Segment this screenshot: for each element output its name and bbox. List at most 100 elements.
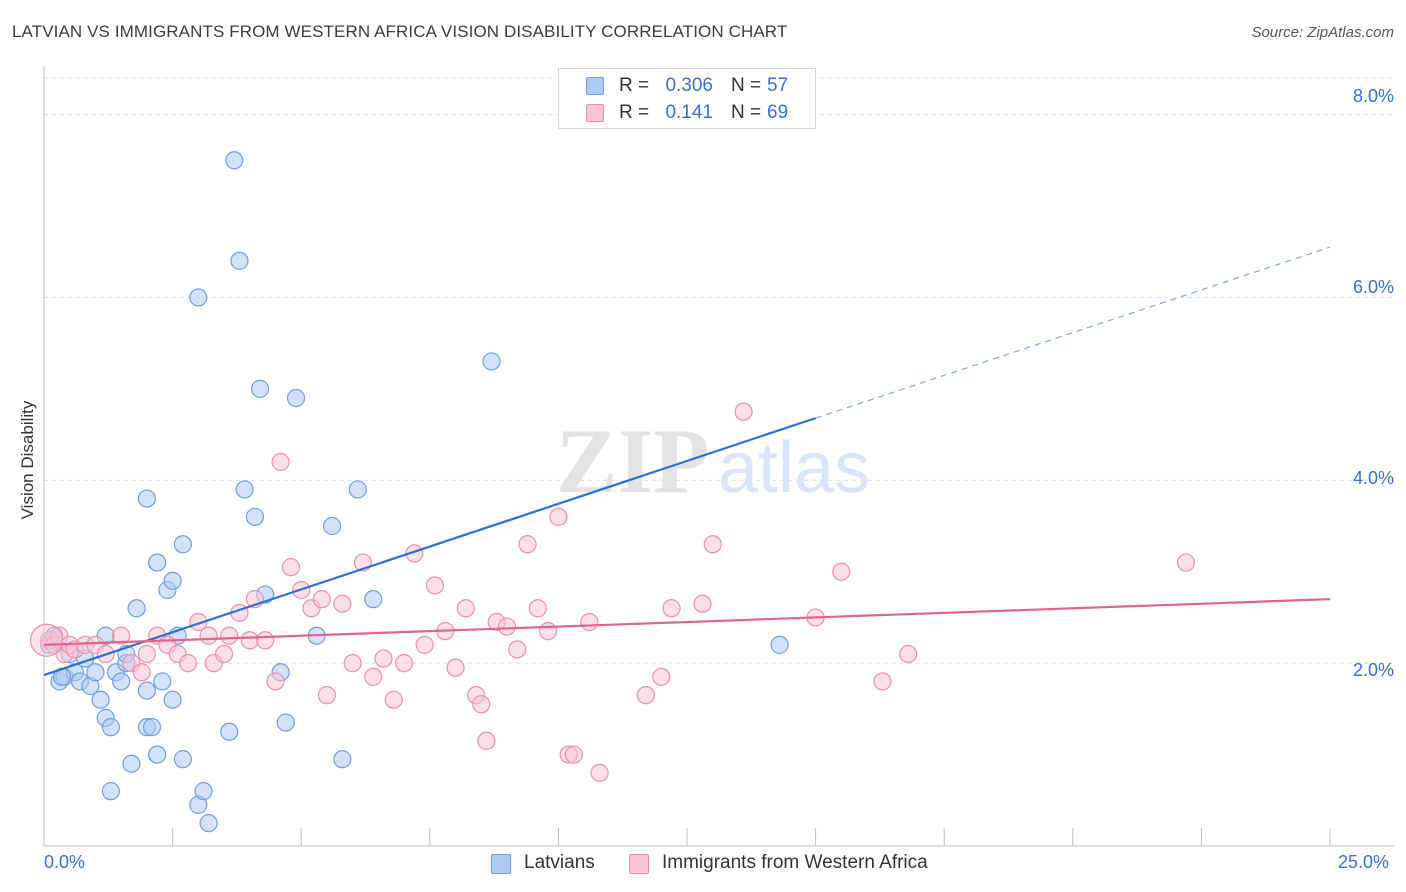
latvians-point-40: [235, 480, 254, 499]
latvians-point-35: [194, 782, 213, 801]
western-africa-point-extra-0: [899, 644, 918, 664]
western-africa-point-9: [112, 626, 131, 645]
western-africa-point-21: [220, 626, 239, 645]
latvians-point-28: [137, 489, 156, 508]
western-africa-point-48: [477, 731, 496, 750]
western-africa-point-26: [266, 672, 285, 691]
latvians-point-22: [148, 745, 167, 764]
latvians-point-17: [127, 599, 146, 618]
correlation-legend: R = 0.306 N = 57 R = 0.141 N = 69: [558, 68, 816, 129]
western-africa-point-32: [317, 686, 337, 705]
latvians-point-50: [348, 480, 367, 499]
latvians-trend-extension: [815, 246, 1331, 419]
latvians-trend-line: [43, 417, 816, 677]
latvians-point-30: [173, 535, 192, 554]
latvians-point-29: [101, 782, 120, 801]
series-label-latvians: Latvians: [524, 852, 595, 873]
latvians-point-39: [230, 251, 249, 270]
series-swatch-latvians: [491, 854, 511, 874]
western-africa-point-31: [312, 590, 331, 609]
western-africa-point-60: [636, 686, 655, 705]
western-africa-point-41: [415, 635, 434, 654]
latvians-point-36: [199, 814, 218, 833]
latvians-point-23: [153, 672, 172, 691]
western-africa-point-50: [497, 617, 517, 636]
western-africa-point-23: [240, 631, 259, 650]
latvians-point-51: [364, 590, 383, 609]
western-africa-point-18: [199, 626, 218, 645]
source-label: Source: ZipAtlas.com: [1251, 24, 1394, 41]
y-tick-8: 8.0%: [1352, 86, 1394, 106]
legend-r-label: R =: [619, 102, 650, 123]
western-africa-point-68: [873, 672, 892, 691]
latvians-point-48: [322, 516, 342, 536]
latvians-point-38: [225, 151, 244, 170]
western-africa-point-55: [549, 507, 568, 526]
western-africa-point-61: [652, 667, 671, 686]
latvians-point-26: [148, 553, 167, 572]
legend-r-label: R =: [619, 75, 650, 96]
latvians-point-14: [112, 672, 131, 691]
western-africa-point-67: [832, 562, 851, 581]
western-africa-point-64: [703, 535, 722, 554]
latvians-point-52: [482, 352, 501, 371]
western-africa-point-20: [214, 644, 234, 664]
series-swatch-western-africa: [629, 854, 649, 874]
western-africa-point-37: [374, 649, 393, 668]
western-africa-point-25: [256, 631, 275, 650]
latvians-point-33: [189, 288, 208, 307]
chart-title: LATVIAN VS IMMIGRANTS FROM WESTERN AFRIC…: [12, 22, 788, 41]
western-africa-trend-line: [43, 598, 1331, 646]
legend-n-label: N =: [731, 102, 762, 123]
latvians-point-19: [137, 681, 156, 700]
x-tick-min: 0.0%: [44, 852, 86, 872]
western-africa-point-17: [189, 612, 208, 632]
latvians-point-37: [220, 722, 239, 741]
legend-row-western-africa: R = 0.141 N = 69: [559, 100, 815, 126]
latvians-point-41: [245, 507, 265, 526]
legend-row-latvians: R = 0.306 N = 57: [559, 73, 815, 99]
western-africa-point-54: [539, 622, 558, 641]
western-africa-point-12: [137, 644, 156, 664]
legend-n-label: N =: [731, 75, 762, 96]
legend-swatch-western-africa: [586, 104, 604, 122]
western-africa-cluster-point: [29, 623, 64, 657]
western-africa-point-11: [132, 663, 151, 682]
latvians-point-8: [86, 663, 105, 682]
western-africa-point-51: [508, 640, 527, 659]
western-africa-point-57: [564, 745, 583, 764]
western-africa-point-52: [518, 535, 537, 554]
western-africa-point-65: [734, 402, 753, 421]
western-africa-point-53: [528, 599, 547, 618]
legend-swatch-latvians: [586, 77, 604, 95]
latvians-point-27: [163, 571, 182, 590]
y-tick-6: 6.0%: [1352, 277, 1394, 297]
western-africa-point-63: [693, 594, 712, 613]
western-africa-point-47: [472, 695, 491, 714]
latvians-point-11: [101, 718, 120, 737]
legend-n-value: 69: [767, 102, 789, 123]
watermark-atlas: atlas: [718, 428, 870, 508]
western-africa-point-45: [456, 599, 475, 618]
latvians-point-9: [91, 690, 110, 709]
western-africa-point-59: [590, 763, 609, 782]
y-axis-label: Vision Disability: [18, 400, 37, 520]
western-africa-point-44: [446, 658, 465, 677]
legend-r-value: 0.141: [665, 102, 713, 123]
latvians-point-46: [286, 388, 306, 408]
western-africa-point-42: [425, 576, 445, 595]
latvians-point-32: [173, 750, 192, 769]
latvians-point-49: [333, 750, 352, 769]
western-africa-point-39: [394, 654, 414, 673]
western-africa-point-58: [580, 612, 599, 632]
western-africa-point-34: [343, 654, 362, 673]
western-africa-point-extra-1: [1176, 553, 1196, 572]
latvians-point-24: [163, 690, 182, 709]
western-africa-point-33: [333, 594, 352, 613]
latvians-point-18: [122, 754, 141, 773]
series-label-western-africa: Immigrants from Western Africa: [662, 852, 928, 873]
western-africa-point-62: [662, 599, 681, 618]
western-africa-point-28: [281, 558, 301, 577]
western-africa-point-38: [384, 690, 403, 709]
